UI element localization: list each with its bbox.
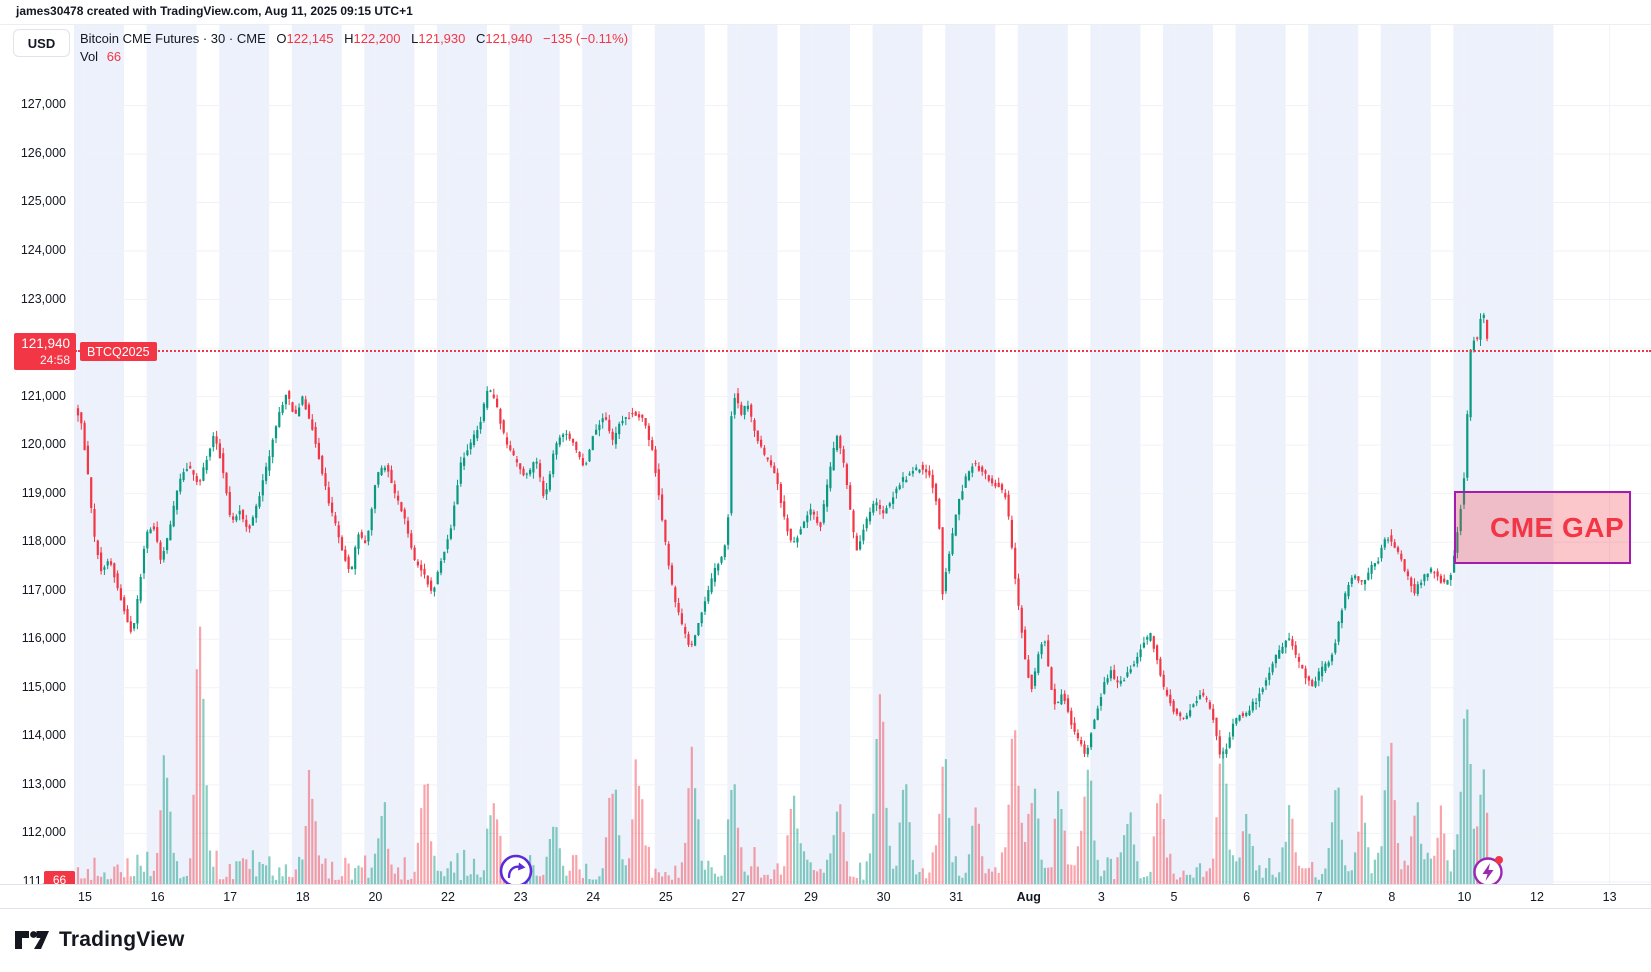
price-axis-label: 123,000 (20, 291, 66, 306)
price-axis-label: 121,000 (20, 388, 66, 403)
footer: TradingView (0, 910, 1651, 972)
close-label: C (476, 31, 486, 46)
time-axis-label: 23 (513, 890, 528, 904)
time-axis-label: 12 (1530, 890, 1544, 904)
time-axis-label: 16 (150, 890, 165, 904)
time-axis-label: 27 (731, 890, 746, 904)
open-value: 122,145 (286, 31, 334, 46)
time-axis-label: 29 (804, 890, 818, 904)
time-axis-label: 24 (586, 890, 601, 904)
time-axis-label: 20 (368, 890, 383, 904)
time-axis-label: 8 (1388, 890, 1396, 904)
last-price-badge: 121,940 24:58 (14, 333, 76, 370)
volume-axis-badge: 66 (44, 871, 75, 888)
symbol-price-chip: BTCQ2025 (80, 342, 157, 361)
time-axis[interactable]: 15 16 17 18 20 22 23 24 25 27 29 30 31 Aug 3 5 6 7 8 10 12 13 (0, 884, 1651, 909)
time-axis-label: 10 (1457, 890, 1472, 904)
price-axis-label: 115,000 (21, 679, 66, 694)
interval-label[interactable]: 30 (210, 31, 226, 46)
bar-countdown: 24:58 (39, 353, 70, 367)
time-axis-label: 7 (1315, 890, 1323, 904)
tradingview-logo-icon (15, 931, 49, 949)
high-label: H (344, 31, 354, 46)
price-axis-label: 120,000 (20, 437, 66, 452)
price-axis-label: 127,000 (20, 97, 66, 112)
open-label: O (276, 31, 287, 46)
currency-button[interactable]: USD (13, 29, 70, 57)
low-value: 121,930 (418, 31, 466, 46)
cme-gap-annotation[interactable]: CME GAP (1454, 491, 1631, 564)
price-axis-label: 117,000 (21, 582, 66, 597)
tradingview-logo-text: TradingView (59, 928, 185, 951)
time-axis-label: 3 (1097, 890, 1105, 904)
time-axis-label: 30 (876, 890, 891, 904)
price-axis-label: 125,000 (20, 194, 66, 209)
attribution-text: james30478 created with TradingView.com,… (16, 4, 413, 18)
time-axis-label: 17 (223, 890, 238, 904)
time-axis-label: 5 (1170, 890, 1178, 904)
price-axis-label: 113,000 (21, 776, 66, 791)
low-label: L (411, 31, 419, 46)
time-axis-label: 22 (441, 890, 455, 904)
time-axis-label: 25 (658, 890, 673, 904)
time-axis-label: Aug (1016, 890, 1041, 904)
last-price-value: 121,940 (21, 336, 70, 351)
time-axis-label: 15 (78, 890, 92, 904)
price-axis-label: 126,000 (20, 145, 66, 160)
price-axis-label: 118,000 (21, 534, 66, 549)
exchange-label: CME (236, 31, 266, 46)
time-axis-label: 13 (1602, 890, 1617, 904)
price-axis-label: 116,000 (21, 631, 66, 646)
chart-frame-top (0, 24, 1651, 25)
time-axis-label: 18 (295, 890, 310, 904)
change-value: −135 (−0.11%) (543, 31, 629, 46)
price-axis-label: 114,000 (21, 728, 66, 743)
last-price-line (75, 350, 1651, 352)
notification-dot-icon (1495, 856, 1503, 864)
high-value: 122,200 (353, 31, 401, 46)
price-axis-label: 112,000 (21, 825, 66, 840)
chart-legend: Bitcoin CME Futures · 30 · CME O122,145 … (80, 31, 629, 64)
price-axis-label: 119,000 (21, 485, 66, 500)
tradingview-logo-link[interactable]: TradingView (14, 928, 185, 952)
time-axis-label: 31 (949, 890, 964, 904)
close-value: 121,940 (485, 31, 533, 46)
jump-to-realtime-icon[interactable] (498, 853, 534, 889)
price-axis-label: 124,000 (20, 243, 66, 258)
volume-label: Vol (80, 49, 99, 64)
cme-gap-label: CME GAP (1490, 511, 1625, 543)
symbol-title[interactable]: Bitcoin CME Futures (80, 31, 200, 46)
volume-value: 66 (106, 49, 122, 64)
time-axis-label: 6 (1243, 890, 1251, 904)
